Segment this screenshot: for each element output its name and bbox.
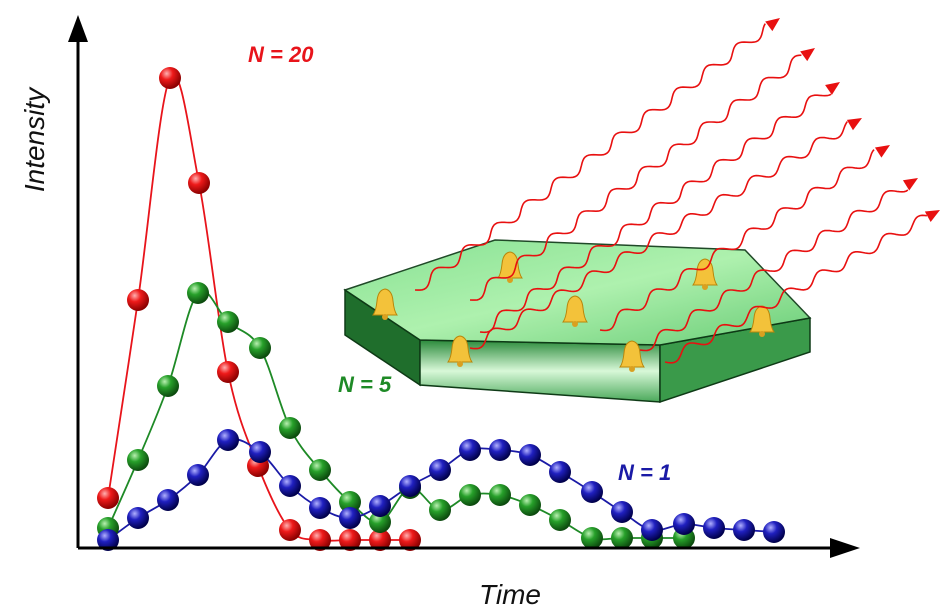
series-label: N = 5 — [338, 372, 392, 397]
wave-arrowhead — [925, 210, 940, 222]
data-point — [489, 484, 511, 506]
data-point — [369, 495, 391, 517]
data-point — [641, 519, 663, 541]
data-point — [279, 475, 301, 497]
wave-arrowhead — [765, 18, 780, 31]
data-point — [249, 337, 271, 359]
data-point — [188, 172, 210, 194]
wave-arrowhead — [875, 145, 890, 158]
data-point — [429, 459, 451, 481]
bell-clapper — [457, 361, 463, 367]
series-label: N = 20 — [248, 42, 314, 67]
data-point — [97, 487, 119, 509]
data-point — [519, 444, 541, 466]
wave-arrowhead — [800, 48, 815, 61]
data-point — [187, 282, 209, 304]
data-point — [549, 509, 571, 531]
x-axis-label: Time — [479, 579, 541, 610]
page: N = 20N = 5N = 1 Time Intensity (() => {… — [0, 0, 942, 612]
data-point — [217, 429, 239, 451]
wave-arrowhead — [847, 118, 862, 130]
data-point — [459, 484, 481, 506]
data-point — [279, 519, 301, 541]
data-point — [581, 481, 603, 503]
y-arrow — [68, 15, 88, 42]
data-point — [159, 67, 181, 89]
data-point — [187, 464, 209, 486]
data-point — [611, 527, 633, 549]
bell-clapper — [702, 284, 708, 290]
bell-clapper — [572, 321, 578, 327]
data-point — [399, 475, 421, 497]
crystal-top — [345, 240, 810, 345]
data-point — [157, 375, 179, 397]
bell-clapper — [382, 314, 388, 320]
bell-clapper — [629, 366, 635, 372]
data-point — [459, 439, 481, 461]
data-point — [249, 441, 271, 463]
data-point — [489, 439, 511, 461]
chart: N = 20 N = 5 N = 1 Time Intensity — [0, 0, 942, 612]
wave-arrowhead — [903, 178, 918, 190]
data-point — [309, 497, 331, 519]
wave-arrowhead — [825, 82, 840, 95]
data-point — [581, 527, 603, 549]
data-point — [127, 289, 149, 311]
data-point — [429, 499, 451, 521]
data-point — [217, 311, 239, 333]
data-point — [127, 507, 149, 529]
data-point — [673, 513, 695, 535]
data-point — [217, 361, 239, 383]
data-point — [763, 521, 785, 543]
data-point — [519, 494, 541, 516]
x-arrow — [830, 538, 860, 558]
y-axis-label: Intensity — [19, 86, 50, 192]
data-point — [127, 449, 149, 471]
data-point — [733, 519, 755, 541]
data-point — [157, 489, 179, 511]
series-label: N = 1 — [618, 460, 671, 485]
data-point — [703, 517, 725, 539]
data-point — [611, 501, 633, 523]
bell-clapper — [759, 331, 765, 337]
data-point — [279, 417, 301, 439]
data-point — [309, 459, 331, 481]
data-point — [339, 507, 361, 529]
data-point — [549, 461, 571, 483]
